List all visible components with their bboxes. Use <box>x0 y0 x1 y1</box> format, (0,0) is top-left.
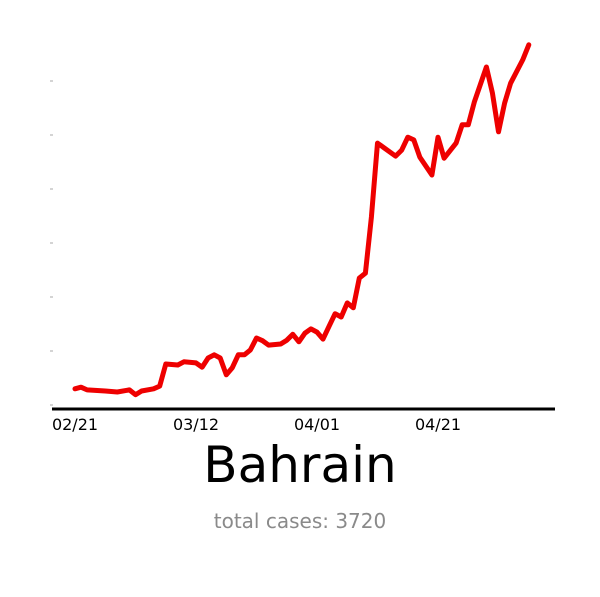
chart-subtitle: total cases: 3720 <box>213 509 387 533</box>
y-axis-ticks <box>50 80 53 406</box>
x-tick-label: 04/21 <box>415 415 461 434</box>
series-line <box>72 42 532 398</box>
x-tick-label: 04/01 <box>294 415 340 434</box>
x-tick-label: 02/21 <box>52 415 98 434</box>
x-axis-tick-labels: 02/21 03/12 04/01 04/21 <box>52 415 461 434</box>
chart-title: Bahrain <box>203 436 397 494</box>
x-tick-label: 03/12 <box>173 415 219 434</box>
